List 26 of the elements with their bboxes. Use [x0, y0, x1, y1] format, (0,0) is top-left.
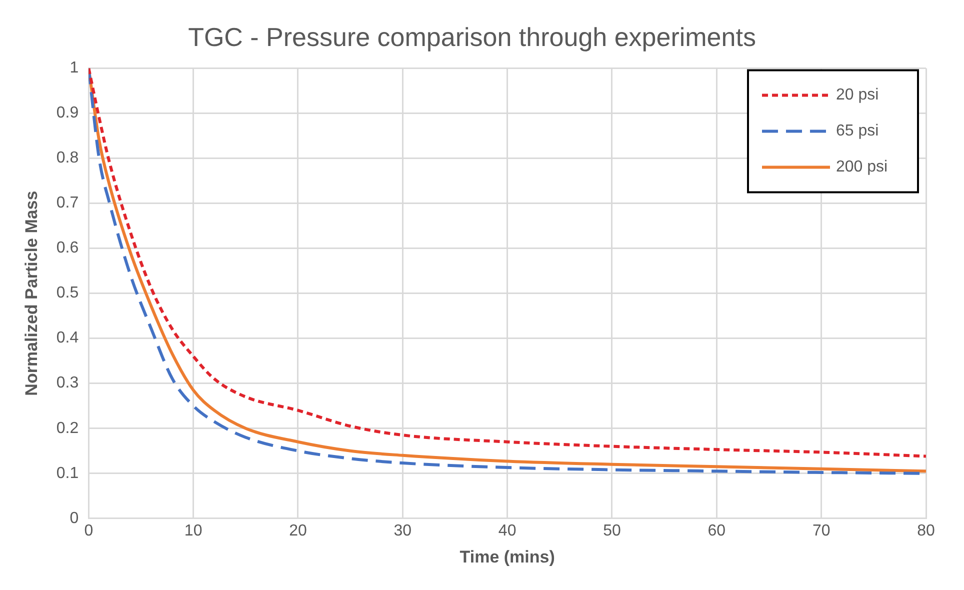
- y-tick-label: 0.8: [56, 150, 79, 167]
- x-tick-label: 30: [394, 522, 412, 540]
- y-tick-label: 1: [70, 60, 79, 77]
- x-tick-label: 10: [184, 522, 202, 540]
- y-tick-label: 0.3: [56, 374, 79, 392]
- y-tick-label: 0.7: [56, 194, 79, 212]
- y-tick-label: 0.6: [56, 240, 79, 257]
- x-axis-title: Time (mins): [460, 547, 555, 566]
- legend-label: 20 psi: [836, 86, 879, 104]
- x-tick-label: 70: [812, 522, 830, 540]
- y-tick-label: 0.9: [56, 104, 79, 122]
- legend-label: 200 psi: [836, 158, 888, 176]
- x-tick-label: 20: [289, 522, 307, 540]
- legend-label: 65 psi: [836, 122, 879, 140]
- x-tick-label: 80: [917, 522, 935, 540]
- x-tick-label: 50: [603, 522, 621, 540]
- y-tick-label: 0.2: [56, 420, 79, 437]
- x-tick-label: 0: [84, 522, 94, 540]
- y-tick-label: 0.5: [56, 284, 79, 302]
- y-tick-label: 0.1: [56, 464, 79, 482]
- y-tick-label: 0.4: [56, 330, 79, 347]
- chart-title: TGC - Pressure comparison through experiments: [188, 22, 756, 52]
- x-tick-label: 60: [708, 522, 726, 540]
- x-tick-label: 40: [498, 522, 516, 540]
- y-tick-label: 0: [70, 510, 79, 527]
- y-axis-title: Normalized Particle Mass: [22, 190, 41, 396]
